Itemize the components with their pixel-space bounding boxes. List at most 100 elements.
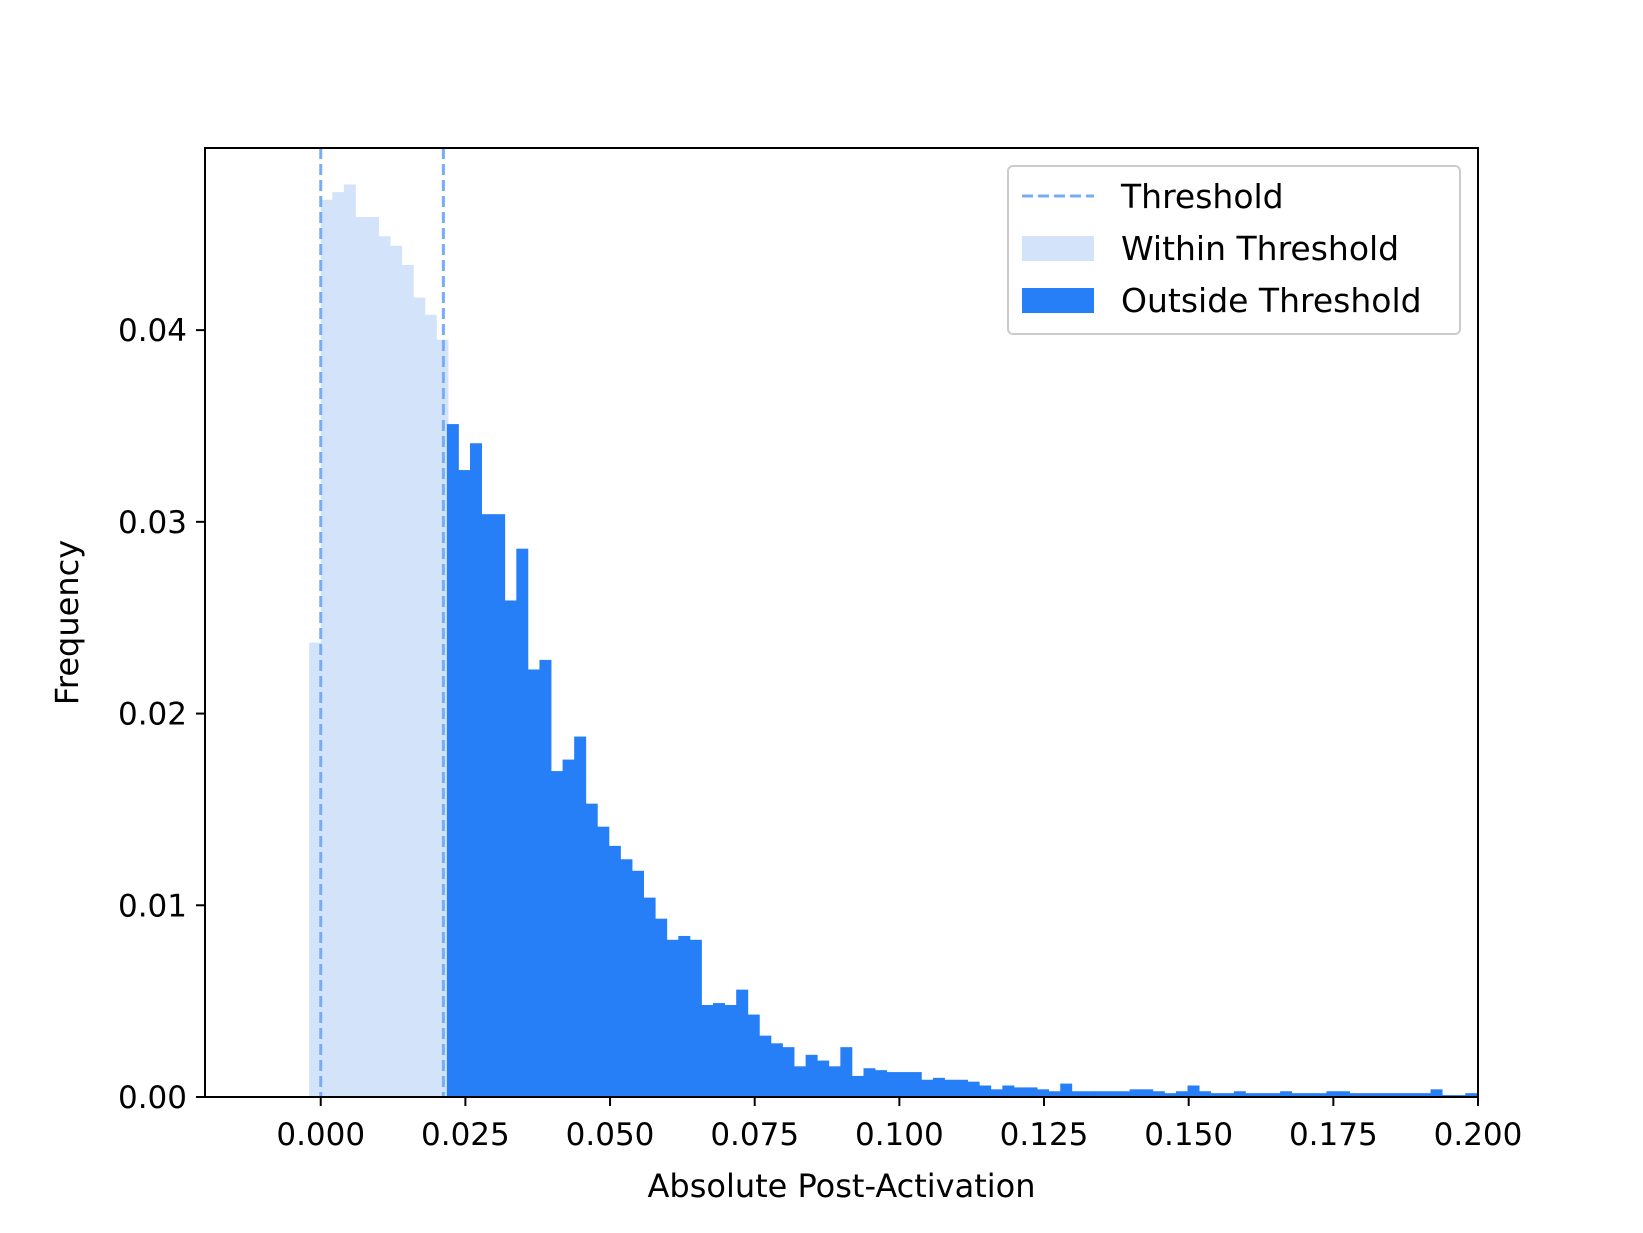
histogram-bar [1037, 1089, 1050, 1097]
histogram-bar [863, 1068, 876, 1097]
histogram-bar [1291, 1093, 1304, 1097]
histogram-bar [747, 1014, 760, 1097]
x-tick-label: 0.050 [566, 1117, 655, 1153]
histogram-bar [1314, 1093, 1327, 1097]
histogram-bar [1233, 1091, 1246, 1097]
x-tick-label: 0.100 [855, 1117, 944, 1153]
histogram-bar [1175, 1091, 1188, 1097]
legend-threshold-label: Threshold [1120, 177, 1284, 216]
histogram-bar [794, 1066, 807, 1097]
histogram-bar [909, 1072, 922, 1097]
histogram-bar [1337, 1091, 1350, 1097]
histogram-bar [1129, 1089, 1142, 1097]
histogram-bar [516, 548, 529, 1097]
legend-within-label: Within Threshold [1121, 229, 1399, 268]
histogram-bar [527, 669, 540, 1097]
histogram-bar [424, 314, 437, 1097]
histogram-bar [840, 1047, 853, 1097]
bars-layer [309, 184, 1479, 1098]
histogram-bar [1118, 1091, 1131, 1097]
histogram-bar [944, 1079, 957, 1097]
histogram-bar [898, 1072, 911, 1097]
histogram-bar [736, 989, 749, 1097]
threshold-lines [319, 148, 445, 1097]
histogram-bar [597, 826, 610, 1097]
histogram-bar [1106, 1091, 1119, 1097]
histogram-bar [1199, 1091, 1212, 1097]
histogram-bar [886, 1072, 899, 1097]
histogram-bar [655, 918, 668, 1097]
histogram-bar [1418, 1093, 1431, 1097]
histogram-bar [828, 1066, 841, 1097]
histogram-bar [1048, 1091, 1061, 1097]
plot-frame [204, 147, 1479, 1098]
histogram-bar [390, 245, 403, 1097]
histogram-bar [678, 935, 691, 1097]
histogram-bar [1303, 1093, 1316, 1097]
x-tick-label: 0.075 [710, 1117, 799, 1153]
histogram-bar [1326, 1091, 1339, 1097]
histogram-bar [1361, 1093, 1374, 1097]
histogram-bar [1083, 1091, 1096, 1097]
histogram-bar [932, 1077, 945, 1097]
histogram-bar [979, 1085, 992, 1097]
histogram-bar [551, 771, 563, 1097]
histogram-bar [770, 1043, 783, 1097]
histogram-bar [481, 514, 494, 1097]
histogram-bar [921, 1079, 934, 1097]
histogram-bar [401, 264, 414, 1097]
histogram-bar [956, 1079, 969, 1097]
histogram-bar [817, 1060, 830, 1097]
legend-within-swatch [1022, 236, 1094, 261]
histogram-bar [759, 1035, 772, 1097]
x-tick-label: 0.175 [1289, 1117, 1378, 1153]
histogram-bar [805, 1054, 818, 1097]
histogram-bar [1372, 1093, 1385, 1097]
histogram-bar [875, 1070, 888, 1097]
histogram-bar [470, 443, 482, 1097]
x-axis-title: Absolute Post-Activation [647, 1167, 1035, 1205]
histogram-bar [1187, 1085, 1200, 1097]
histogram-bar [701, 1004, 714, 1097]
histogram-bar [1060, 1083, 1073, 1097]
histogram-bar [562, 759, 575, 1097]
histogram-bar [1256, 1093, 1269, 1097]
histogram-bar [504, 600, 517, 1097]
histogram-bar [608, 845, 621, 1097]
histogram-bar [1268, 1093, 1281, 1097]
legend-outside-label: Outside Threshold [1121, 281, 1422, 320]
histogram-bar [539, 659, 552, 1097]
histogram-bar [320, 199, 333, 1097]
histogram-bar [332, 192, 345, 1097]
histogram-bar [446, 424, 459, 1097]
y-tick-label: 0.01 [118, 888, 187, 924]
histogram-bar [643, 897, 656, 1097]
histogram-bar [782, 1047, 795, 1097]
histogram-bar [1002, 1085, 1015, 1097]
histogram-bar [967, 1081, 980, 1097]
y-tick-label: 0.00 [118, 1080, 187, 1116]
histogram-bar [378, 236, 391, 1098]
histogram-bar [585, 803, 598, 1097]
legend: Threshold Within Threshold Outside Thres… [1007, 165, 1461, 335]
histogram-bar [1094, 1091, 1107, 1097]
histogram-bar [1025, 1087, 1038, 1097]
histogram-bar [1222, 1093, 1235, 1097]
y-axis-ticks: 0.00 0.01 0.02 0.03 0.04 [118, 313, 205, 1116]
histogram-bar [713, 1003, 726, 1097]
x-tick-label: 0.125 [1000, 1117, 1089, 1153]
histogram-bar [343, 184, 356, 1097]
histogram-bar [493, 514, 506, 1097]
legend-box [1007, 165, 1461, 335]
histogram-bar [620, 859, 633, 1097]
x-tick-label: 0.150 [1144, 1117, 1233, 1153]
histogram-bar [1152, 1091, 1165, 1097]
histogram-bar [1465, 1093, 1478, 1097]
histogram-bar [1384, 1093, 1397, 1097]
y-tick-label: 0.04 [118, 313, 187, 349]
histogram-bar [990, 1089, 1003, 1097]
histogram-bar [1071, 1091, 1084, 1097]
histogram-bar [355, 217, 368, 1097]
y-tick-label: 0.03 [118, 505, 187, 541]
